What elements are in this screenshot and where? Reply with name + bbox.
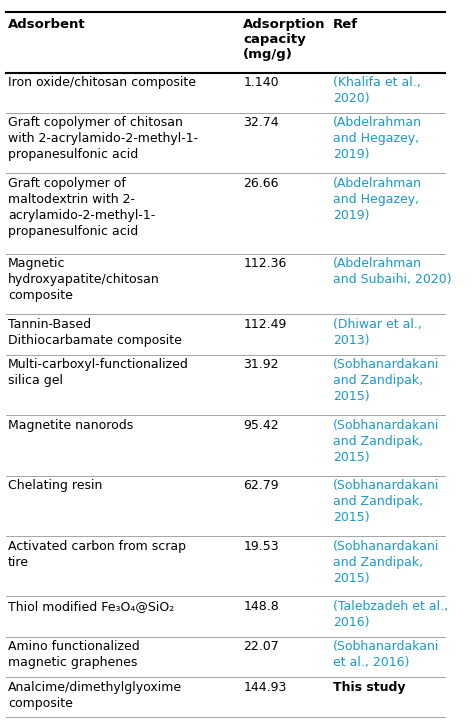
Text: 62.79: 62.79 bbox=[243, 479, 279, 492]
Text: Activated carbon from scrap
tire: Activated carbon from scrap tire bbox=[8, 539, 186, 568]
Text: 26.66: 26.66 bbox=[243, 177, 279, 190]
Text: Tannin-Based
Dithiocarbamate composite: Tannin-Based Dithiocarbamate composite bbox=[8, 318, 182, 347]
Text: (Abdelrahman
and Hegazey,
2019): (Abdelrahman and Hegazey, 2019) bbox=[333, 116, 422, 161]
Text: 19.53: 19.53 bbox=[243, 539, 279, 552]
Text: (Sobhanardakani
and Zandipak,
2015): (Sobhanardakani and Zandipak, 2015) bbox=[333, 539, 439, 584]
Text: Chelating resin: Chelating resin bbox=[8, 479, 102, 492]
Text: (Sobhanardakani
and Zandipak,
2015): (Sobhanardakani and Zandipak, 2015) bbox=[333, 479, 439, 524]
Text: 31.92: 31.92 bbox=[243, 358, 279, 371]
Text: 144.93: 144.93 bbox=[243, 681, 287, 693]
Text: Adsorbent: Adsorbent bbox=[8, 18, 86, 31]
Text: (Abdelrahman
and Hegazey,
2019): (Abdelrahman and Hegazey, 2019) bbox=[333, 177, 422, 222]
Text: 112.49: 112.49 bbox=[243, 318, 287, 331]
Text: (Sobhanardakani
et al., 2016): (Sobhanardakani et al., 2016) bbox=[333, 640, 439, 669]
Text: Iron oxide/chitosan composite: Iron oxide/chitosan composite bbox=[8, 76, 196, 89]
Text: (Khalifa et al.,
2020): (Khalifa et al., 2020) bbox=[333, 76, 421, 105]
Text: Analcime/dimethylglyoxime
composite: Analcime/dimethylglyoxime composite bbox=[8, 681, 182, 710]
Text: Graft copolymer of
maltodextrin with 2-
acrylamido-2-methyl-1-
propanesulfonic a: Graft copolymer of maltodextrin with 2- … bbox=[8, 177, 155, 238]
Text: (Sobhanardakani
and Zandipak,
2015): (Sobhanardakani and Zandipak, 2015) bbox=[333, 358, 439, 403]
Text: Magnetic
hydroxyapatite/chitosan
composite: Magnetic hydroxyapatite/chitosan composi… bbox=[8, 258, 160, 303]
Text: 112.36: 112.36 bbox=[243, 258, 287, 271]
Text: Graft copolymer of chitosan
with 2-acrylamido-2-methyl-1-
propanesulfonic acid: Graft copolymer of chitosan with 2-acryl… bbox=[8, 116, 198, 161]
Text: (Talebzadeh et al.,
2016): (Talebzadeh et al., 2016) bbox=[333, 600, 448, 629]
Text: (Dhiwar et al.,
2013): (Dhiwar et al., 2013) bbox=[333, 318, 422, 347]
Text: Ref: Ref bbox=[333, 18, 358, 31]
Text: Multi-carboxyl-functionalized
silica gel: Multi-carboxyl-functionalized silica gel bbox=[8, 358, 189, 387]
Text: (Sobhanardakani
and Zandipak,
2015): (Sobhanardakani and Zandipak, 2015) bbox=[333, 419, 439, 464]
Text: Amino functionalized
magnetic graphenes: Amino functionalized magnetic graphenes bbox=[8, 640, 140, 669]
Text: 148.8: 148.8 bbox=[243, 600, 279, 613]
Text: (Abdelrahman
and Subaihi, 2020): (Abdelrahman and Subaihi, 2020) bbox=[333, 258, 452, 287]
Text: Adsorption
capacity
(mg/g): Adsorption capacity (mg/g) bbox=[243, 18, 326, 61]
Text: 22.07: 22.07 bbox=[243, 640, 279, 653]
Text: Magnetite nanorods: Magnetite nanorods bbox=[8, 419, 133, 432]
Text: 32.74: 32.74 bbox=[243, 116, 279, 129]
Text: Thiol modified Fe₃O₄@SiO₂: Thiol modified Fe₃O₄@SiO₂ bbox=[8, 600, 174, 613]
Text: 95.42: 95.42 bbox=[243, 419, 279, 432]
Text: 1.140: 1.140 bbox=[243, 76, 279, 89]
Text: This study: This study bbox=[333, 681, 405, 693]
